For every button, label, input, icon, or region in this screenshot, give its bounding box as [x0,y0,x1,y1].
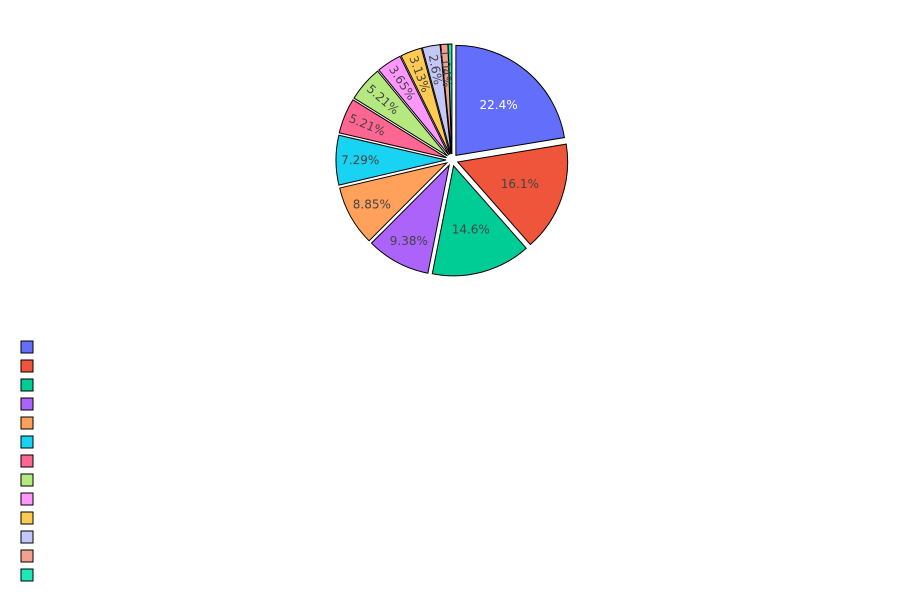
legend-swatch[interactable] [20,359,34,373]
slice-label: 22.4% [480,98,518,112]
pie-slice[interactable] [421,44,452,155]
legend-swatch[interactable] [20,378,34,392]
pie-slice[interactable] [455,44,565,157]
slice-label: 14.6% [452,223,490,237]
slice-label: 7.29% [341,153,379,167]
legend-swatch[interactable] [20,549,34,563]
legend-swatch[interactable] [20,492,34,506]
legend-swatch[interactable] [20,473,34,487]
pie-slice[interactable] [447,43,453,155]
legend-swatch[interactable] [20,416,34,430]
legend-swatch[interactable] [20,511,34,525]
slice-label: 1.04% [438,49,455,88]
pie-slice[interactable] [370,163,450,274]
slice-label: 9.38% [390,234,428,248]
legend-swatch[interactable] [20,454,34,468]
pie-slice[interactable] [338,99,447,159]
pie-slice[interactable] [335,134,447,186]
pie-slice[interactable] [353,70,448,157]
legend-swatch[interactable] [20,340,34,354]
pie-slice[interactable] [378,55,450,156]
pie-slice[interactable] [400,47,451,155]
slice-label: 2.6% [426,53,445,86]
legend-swatch[interactable] [20,530,34,544]
pie-slice[interactable] [456,143,569,246]
pie-slice[interactable] [339,162,449,242]
legend-swatch[interactable] [20,435,34,449]
legend [20,340,34,582]
pie-slices [335,43,569,277]
legend-swatch[interactable] [20,568,34,582]
legend-swatch[interactable] [20,397,34,411]
slice-label: 16.1% [501,177,539,191]
slice-label: 8.85% [353,198,391,212]
pie-slice[interactable] [431,164,528,277]
